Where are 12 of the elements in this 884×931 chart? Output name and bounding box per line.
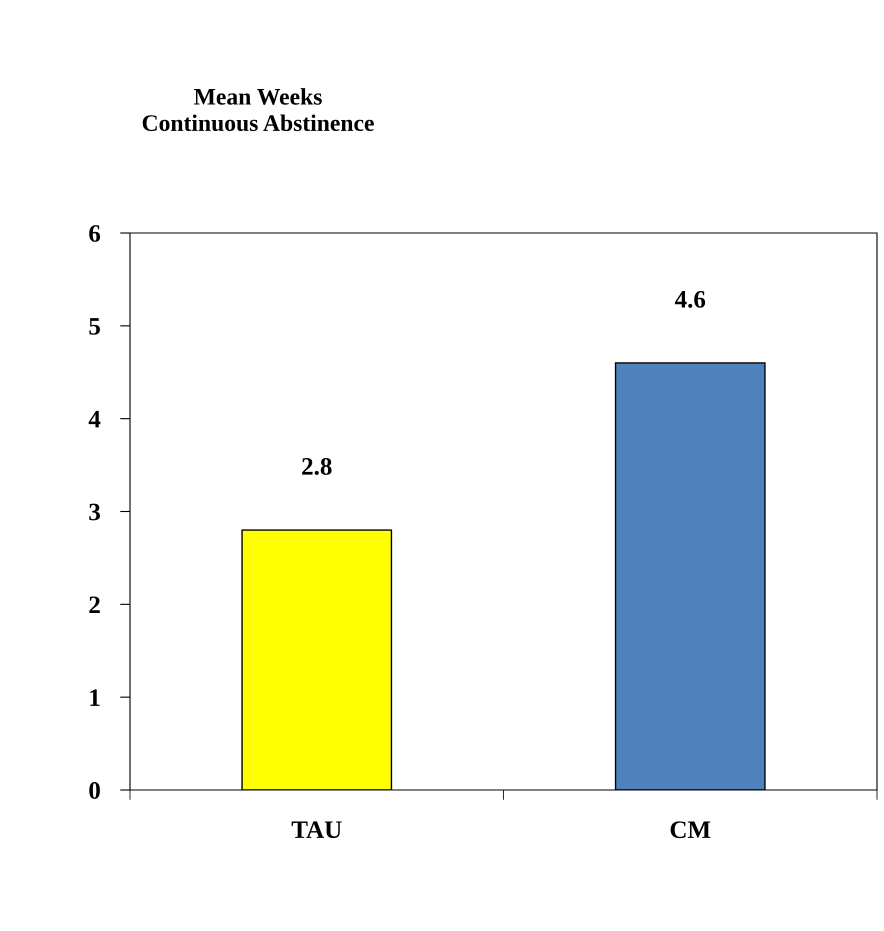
y-tick-label: 0 <box>89 782 100 799</box>
y-tick-label: 5 <box>89 318 100 335</box>
x-tick-label: TAU <box>292 821 342 838</box>
y-tick-label: 2 <box>89 596 100 614</box>
y-tick-label: 1 <box>90 689 100 706</box>
y-tick-label: 4 <box>88 410 100 428</box>
data-label: 2.8 <box>302 458 332 475</box>
y-tick-label: 6 <box>89 225 100 242</box>
data-label: 4.6 <box>674 290 706 308</box>
x-tick-label: CM <box>670 821 710 838</box>
y-tick-label: 3 <box>89 504 100 520</box>
chart-title: Mean Weeks Continuous Abstinence <box>142 88 374 132</box>
